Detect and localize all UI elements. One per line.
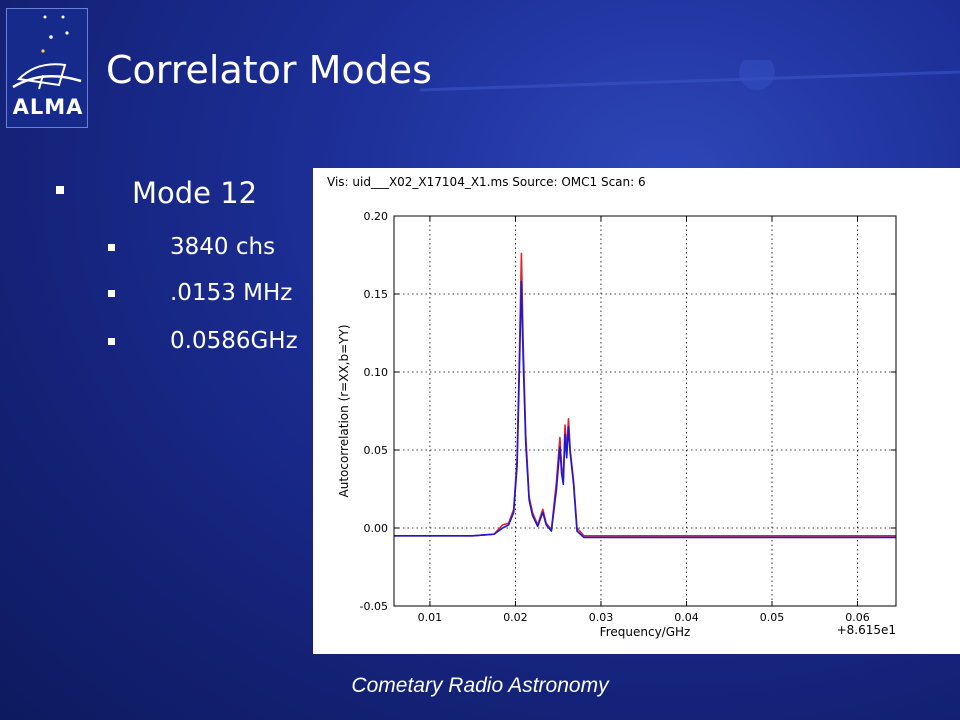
- y-tick-label: 0.05: [364, 444, 389, 457]
- x-tick-label: 0.03: [589, 611, 614, 624]
- bullet-marker-icon: [108, 244, 115, 251]
- x-axis-label: Frequency/GHz: [600, 625, 691, 639]
- alma-logo-graphic: [12, 15, 82, 90]
- x-tick-label: 0.06: [845, 611, 870, 624]
- plot-series: [394, 252, 896, 539]
- bullet-main-text: Mode 12: [132, 176, 258, 210]
- logo-text: ALMA: [12, 95, 84, 119]
- sub-bullet-text: 0.0586GHz: [170, 328, 298, 354]
- plot-title: Vis: uid___X02_X17104_X1.ms Source: OMC1…: [327, 175, 646, 189]
- x-tick-label: 0.05: [760, 611, 785, 624]
- x-tick-label: 0.04: [674, 611, 699, 624]
- x-offset-label: +8.615e1: [837, 623, 896, 637]
- y-tick-label: 0.10: [364, 366, 389, 379]
- alma-logo: ALMA: [6, 8, 88, 128]
- plot-ticks: 0.01 0.02 0.03 0.04 0.05 0.06 -0.05 0.00 0.05 0.1…: [360, 210, 896, 624]
- y-tick-label: 0.15: [364, 288, 389, 301]
- x-tick-label: 0.02: [503, 611, 528, 624]
- y-axis-label: Autocorrelation (r=XX,b=YY): [337, 324, 351, 497]
- bullet-marker-icon: [56, 186, 64, 194]
- series-line-yy: [394, 280, 896, 539]
- plot-grid: [394, 216, 896, 606]
- sub-bullet-text: 3840 chs: [170, 234, 276, 260]
- x-tick-label: 0.01: [418, 611, 443, 624]
- decorative-telescope-graphic: [419, 60, 960, 92]
- bullet-marker-icon: [108, 338, 115, 345]
- plot-axes-frame: [393, 215, 897, 607]
- y-tick-label: -0.05: [360, 600, 388, 613]
- y-tick-label: 0.20: [364, 210, 389, 223]
- slide-title: Correlator Modes: [106, 48, 432, 92]
- series-line-xx: [394, 252, 896, 537]
- y-tick-label: 0.00: [364, 522, 389, 535]
- slide-footer: Cometary Radio Astronomy: [351, 674, 609, 697]
- spectrum-plot: Vis: uid___X02_X17104_X1.ms Source: OMC1…: [313, 168, 960, 654]
- spectrum-plot-svg: Vis: uid___X02_X17104_X1.ms Source: OMC1…: [327, 175, 897, 639]
- bullet-marker-icon: [108, 290, 115, 297]
- sub-bullet-text: .0153 MHz: [170, 280, 293, 306]
